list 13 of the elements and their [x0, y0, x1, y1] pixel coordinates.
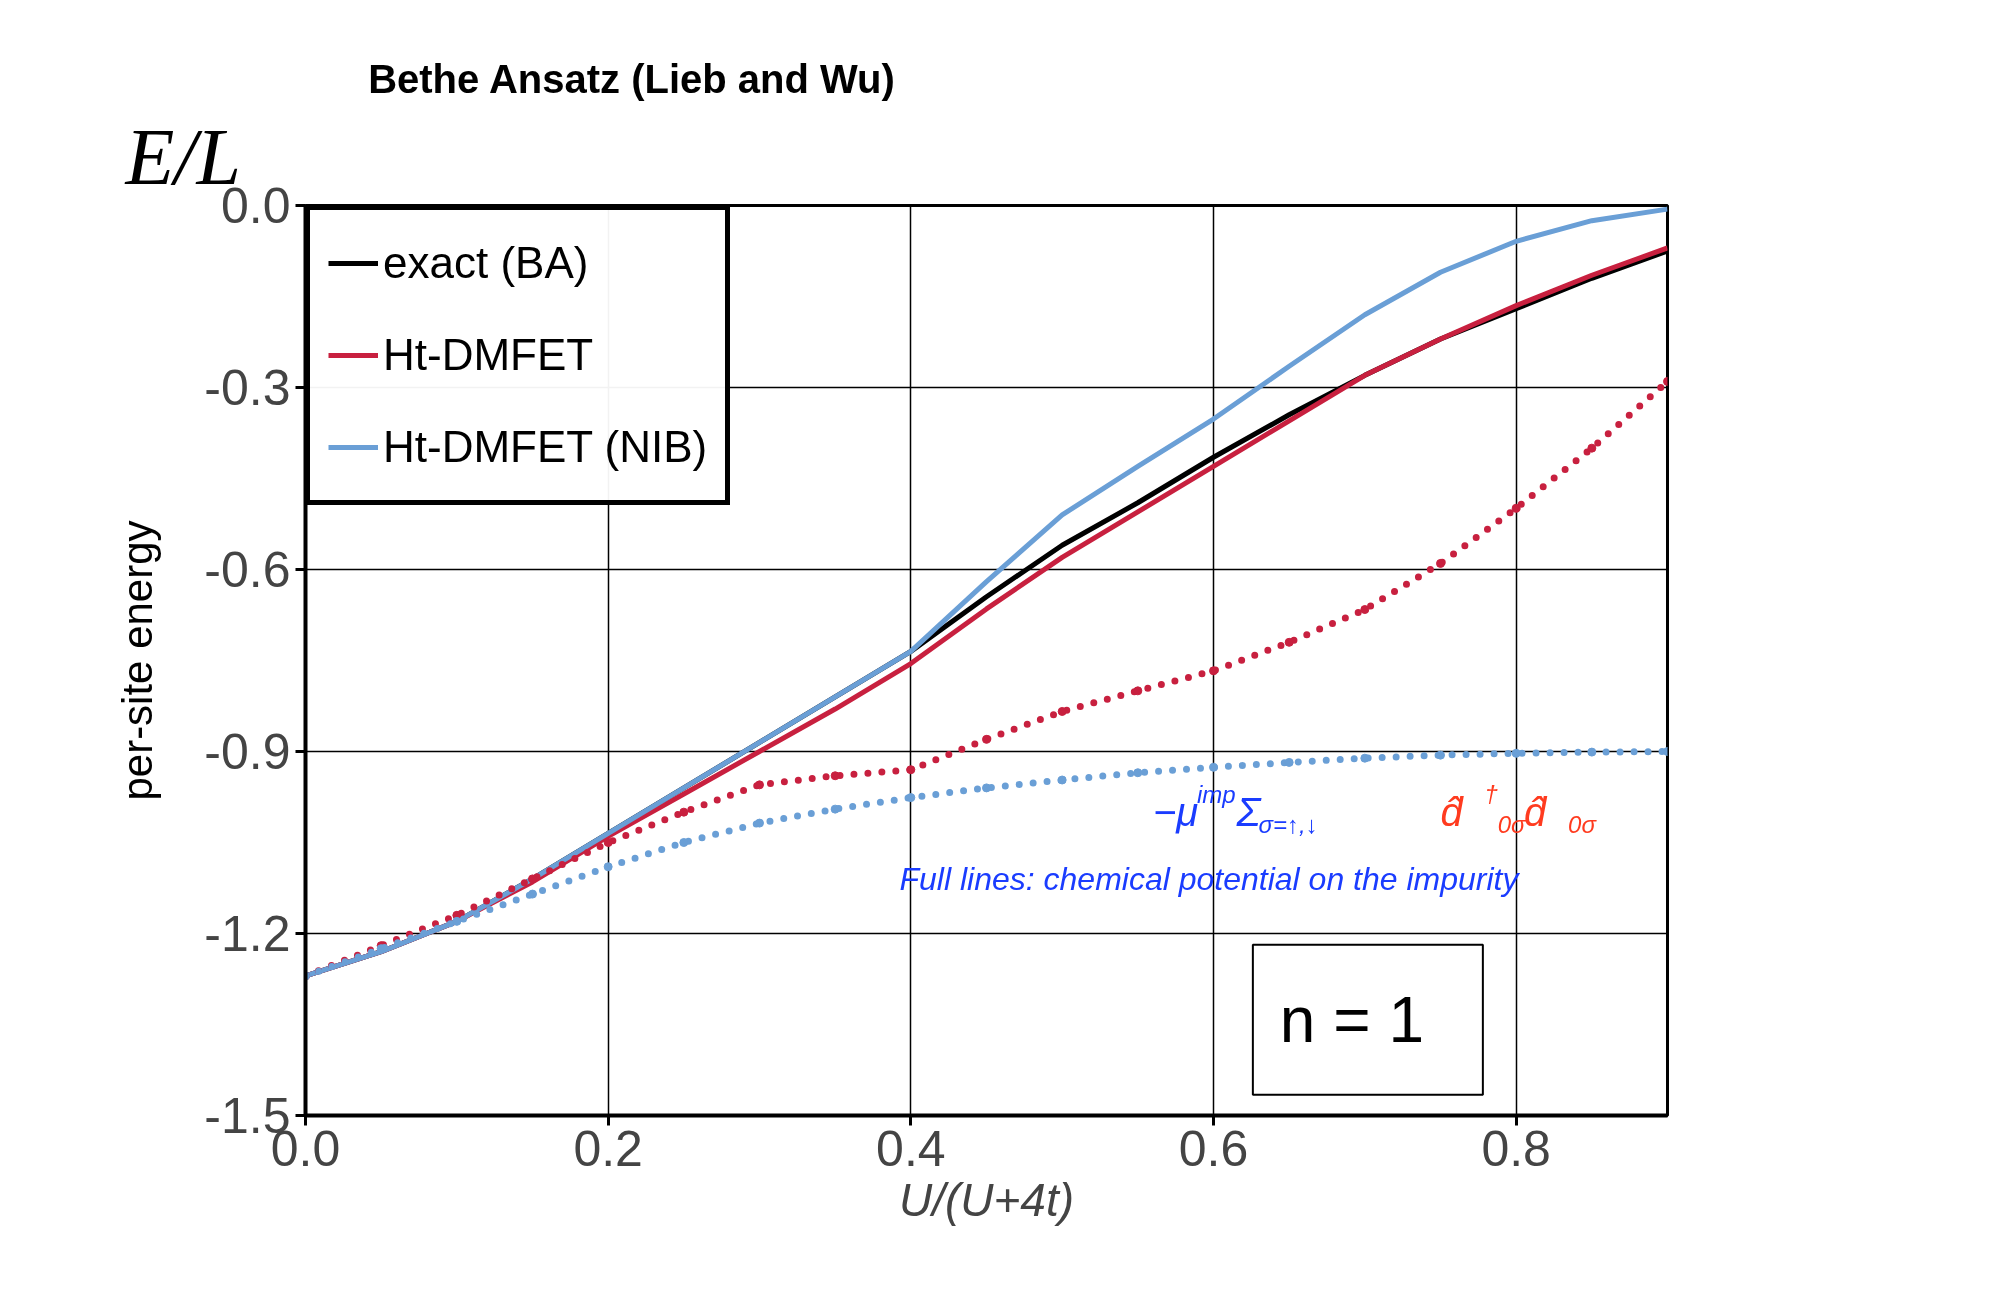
legend-label: Ht-DMFET (NIB) — [383, 421, 708, 473]
legend-label: Ht-DMFET — [383, 329, 594, 381]
y-tick-label: -1.2 — [204, 906, 291, 962]
y-axis-title: per-site energy — [114, 520, 162, 801]
x-tick-label: 0.8 — [1481, 1120, 1551, 1177]
y-tick-label: -0.9 — [204, 724, 291, 780]
x-tick-label: 0.2 — [573, 1120, 643, 1177]
y-tick-label: -0.3 — [204, 360, 291, 416]
y-tick-label: -0.6 — [204, 542, 291, 598]
legend-label: exact (BA) — [383, 237, 589, 289]
annotation: n = 1 — [1279, 983, 1424, 1056]
text: Bethe Ansatz (Lieb and Wu) — [368, 56, 895, 101]
x-tick-label: 0.6 — [1178, 1120, 1249, 1177]
